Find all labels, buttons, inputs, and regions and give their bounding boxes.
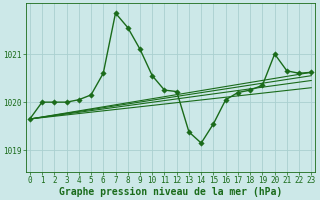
X-axis label: Graphe pression niveau de la mer (hPa): Graphe pression niveau de la mer (hPa) [59, 186, 282, 197]
